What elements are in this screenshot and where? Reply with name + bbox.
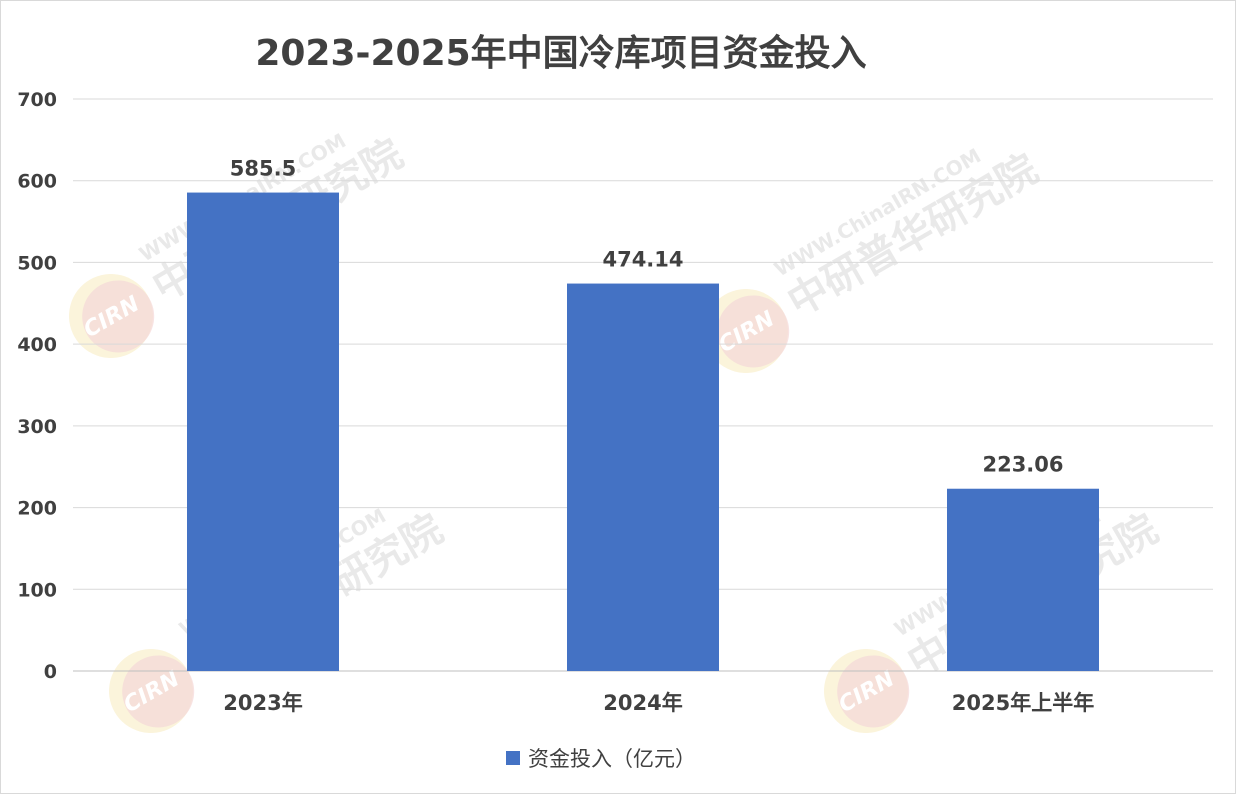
x-category-label-2: 2025年上半年	[952, 691, 1094, 715]
y-tick-label: 100	[17, 579, 57, 601]
legend-label: 资金投入（亿元）	[528, 747, 696, 771]
bar-0	[187, 192, 339, 671]
y-tick-label: 0	[44, 661, 57, 683]
y-tick-label: 700	[17, 89, 57, 111]
watermark-seal-inner	[122, 655, 195, 728]
legend-swatch	[506, 751, 520, 765]
data-label-2: 223.06	[982, 453, 1063, 477]
watermark-seal-inner	[837, 655, 910, 728]
x-category-label-0: 2023年	[223, 691, 302, 715]
y-tick-label: 400	[17, 334, 57, 356]
bar-2	[947, 488, 1099, 671]
data-label-1: 474.14	[602, 248, 683, 272]
data-labels: 585.5 474.14 223.06	[230, 157, 1064, 477]
watermark-seal-inner	[82, 280, 155, 353]
chart-title: 2023-2025年中国冷库项目资金投入	[255, 32, 866, 74]
y-tick-label: 300	[17, 416, 57, 438]
data-label-0: 585.5	[230, 157, 296, 181]
watermark-seal-inner	[717, 295, 790, 368]
x-category-label-1: 2024年	[603, 691, 682, 715]
bars	[187, 192, 1099, 671]
y-tick-label: 600	[17, 171, 57, 193]
y-axis-ticks: 0 100 200 300 400 500 600 700	[17, 89, 57, 683]
y-tick-label: 200	[17, 498, 57, 520]
legend: 资金投入（亿元）	[506, 747, 696, 771]
bar-1	[567, 283, 719, 671]
y-tick-label: 500	[17, 252, 57, 274]
x-axis-categories: 2023年 2024年 2025年上半年	[223, 691, 1094, 715]
